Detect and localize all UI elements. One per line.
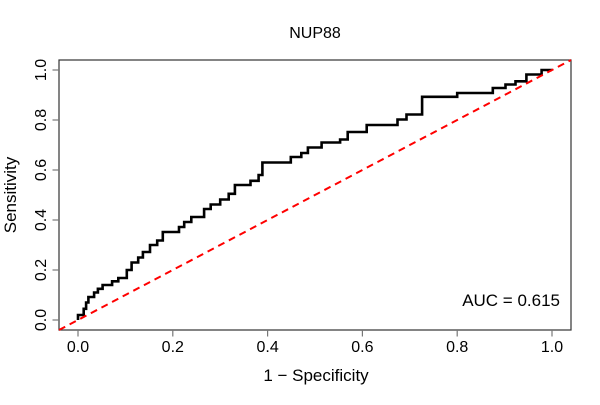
- x-tick-label: 0.2: [162, 339, 184, 356]
- x-tick-label: 0.8: [446, 339, 468, 356]
- y-axis-label: Sensitivity: [1, 156, 20, 233]
- plot-box: [58, 59, 572, 331]
- plot-series: [58, 59, 572, 331]
- y-tick-label: 0.4: [33, 209, 50, 231]
- x-tick-label: 1.0: [541, 339, 563, 356]
- y-tick-label: 0.0: [33, 309, 50, 331]
- y-axis-ticks: 0.0 0.2 0.4 0.6 0.8 1.0: [33, 59, 59, 331]
- x-tick-label: 0.4: [256, 339, 278, 356]
- y-tick-label: 1.0: [33, 59, 50, 81]
- x-tick-label: 0.6: [351, 339, 373, 356]
- y-tick-label: 0.6: [33, 159, 50, 181]
- auc-annotation: AUC = 0.615: [462, 291, 560, 310]
- y-tick-label: 0.8: [33, 109, 50, 131]
- chart-title: NUP88: [289, 25, 341, 42]
- x-axis-label: 1 − Specificity: [263, 366, 369, 385]
- y-tick-label: 0.2: [33, 259, 50, 281]
- x-axis-ticks: 0.0 0.2 0.4 0.6 0.8 1.0: [67, 330, 563, 356]
- roc-curve: [76, 68, 552, 320]
- reference-diagonal-line: [58, 59, 572, 331]
- x-tick-label: 0.0: [67, 339, 89, 356]
